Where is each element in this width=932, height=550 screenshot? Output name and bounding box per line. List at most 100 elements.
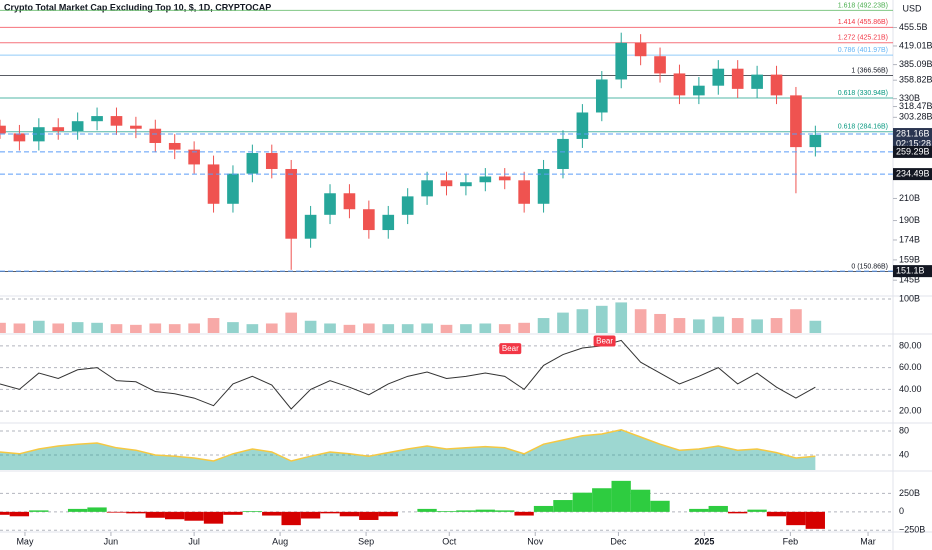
pane-bar <box>67 508 88 512</box>
pane-bar <box>223 511 243 515</box>
pane-bar <box>475 509 495 512</box>
pane-bar <box>495 510 515 512</box>
pane-tick-label: 80.00 <box>899 340 922 350</box>
pane-bar <box>0 511 10 515</box>
candle-body <box>33 127 45 142</box>
y-tick-label: 455.5B <box>899 22 928 32</box>
y-tick-label: 145B <box>899 275 920 285</box>
candle-body <box>188 149 200 165</box>
annotation-label: Bear <box>596 337 613 346</box>
pane-line <box>0 339 816 410</box>
pane-bar <box>91 322 103 333</box>
chart-title: Crypto Total Market Cap Excluding Top 10… <box>4 2 271 12</box>
candle-body <box>285 168 298 239</box>
pane-bar <box>207 318 220 333</box>
pane-bar <box>0 322 6 333</box>
pane-bar <box>130 324 142 333</box>
fib-label: 1.272 (425.21B) <box>838 35 888 42</box>
y-tick-label: 174B <box>899 234 920 244</box>
price-tag <box>893 265 932 278</box>
y-tick-label: 303.28B <box>899 112 932 122</box>
x-tick-label: May <box>16 536 34 546</box>
candle-body <box>809 134 822 148</box>
pane-bar <box>417 508 437 512</box>
candle-body <box>634 42 647 57</box>
pane-bar <box>751 319 763 333</box>
pane-bar <box>149 323 162 333</box>
candle-body <box>537 168 550 204</box>
candle-body <box>207 164 220 204</box>
pane-bar <box>184 511 204 521</box>
candle-body <box>13 133 26 142</box>
candle-body <box>576 112 589 139</box>
pane-bar <box>615 302 628 333</box>
annotation-label: Bear <box>502 344 519 353</box>
candle-body <box>246 153 259 174</box>
pane-bar <box>770 318 783 333</box>
pane-bar <box>29 510 49 512</box>
pane-bar <box>576 309 589 333</box>
candle-body <box>52 127 65 132</box>
pane-bar <box>650 500 670 512</box>
pane-tick-label: 0 <box>899 506 904 516</box>
x-tick-label: Aug <box>272 536 288 546</box>
x-tick-label: Feb <box>783 536 799 546</box>
candle-body <box>149 128 162 143</box>
candle-body <box>731 68 744 89</box>
candle-body <box>401 196 414 215</box>
price-tag <box>893 168 932 181</box>
pane-bar <box>401 324 414 333</box>
pane-bar <box>9 511 30 517</box>
pane-bar <box>382 324 395 333</box>
candle-body <box>363 209 375 231</box>
x-tick-label: Sep <box>358 536 374 546</box>
candle-body <box>518 180 530 204</box>
fib-label: 0 (150.86B) <box>851 263 888 270</box>
candle-body <box>168 142 181 150</box>
fib-label: 0.618 (330.94B) <box>838 90 888 97</box>
pane-bar <box>285 312 298 333</box>
pane-bar <box>188 323 200 333</box>
pane-bar <box>611 480 631 512</box>
pane-bar <box>300 511 321 519</box>
pane-bar <box>126 511 146 514</box>
candle-body <box>595 79 608 113</box>
pane-bar <box>359 511 379 520</box>
pane-bar <box>514 511 534 516</box>
pane-bar <box>790 309 802 333</box>
price-tag-label: 151.1B <box>896 266 925 276</box>
x-tick-label: Dec <box>610 536 627 546</box>
price-tag <box>893 145 932 158</box>
x-tick-label: Oct <box>442 536 457 546</box>
pane-tick-label: 20.00 <box>899 406 922 416</box>
pane-bar <box>421 323 433 333</box>
candle-body <box>0 125 6 134</box>
pane-bar <box>262 511 282 516</box>
candle-body <box>130 125 142 129</box>
pane-bar <box>304 320 317 333</box>
fib-label: 0.786 (401.97B) <box>838 47 888 54</box>
pane-bar <box>71 322 84 333</box>
fib-label: 0.618 (284.16B) <box>838 124 888 131</box>
pane-bar <box>572 492 593 512</box>
candle-body <box>382 214 395 231</box>
pane-bar <box>805 511 825 529</box>
pane-tick-label: −250B <box>899 525 925 535</box>
pane-bar <box>712 316 725 333</box>
pane-bar <box>553 500 573 512</box>
x-tick-label: 2025 <box>694 536 714 546</box>
pane-bar <box>324 323 336 333</box>
pane-bar <box>592 488 612 512</box>
pane-bar <box>786 511 806 526</box>
pane-bar <box>227 322 239 333</box>
y-tick-label: 358.82B <box>899 75 932 85</box>
candle-body <box>770 74 783 96</box>
pane-tick-label: 80 <box>899 425 909 435</box>
candle-body <box>673 73 686 96</box>
pane-bar <box>689 508 709 512</box>
pane-bar <box>460 324 472 333</box>
pane-bar <box>673 318 686 333</box>
x-tick-label: Jun <box>104 536 119 546</box>
